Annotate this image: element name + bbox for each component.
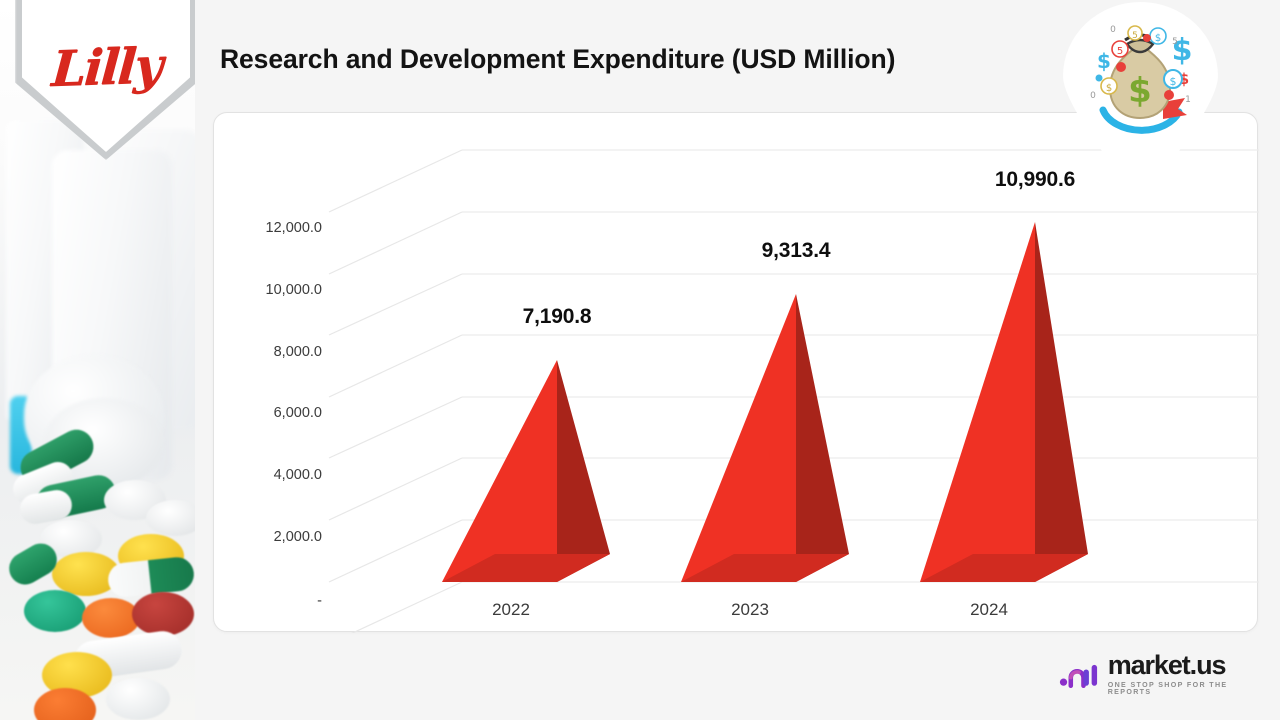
x-tick-label: 2024 bbox=[970, 600, 1008, 619]
y-axis-labels: 12,000.0 10,000.0 8,000.0 6,000.0 4,000.… bbox=[214, 113, 1259, 633]
market-us-text: market.us ONE STOP SHOP FOR THE REPORTS bbox=[1107, 649, 1259, 696]
bar-value-label: 9,313.4 bbox=[761, 239, 831, 262]
red-tablet-image bbox=[132, 592, 194, 636]
chart-card: 12,000.0 10,000.0 8,000.0 6,000.0 4,000.… bbox=[213, 112, 1259, 633]
y-tick-label: 4,000.0 bbox=[273, 467, 322, 483]
y-tick-label: 10,000.0 bbox=[265, 282, 322, 298]
market-us-tagline: ONE STOP SHOP FOR THE REPORTS bbox=[1107, 680, 1228, 696]
y-tick-label: 8,000.0 bbox=[273, 344, 322, 360]
chart-gridlines bbox=[328, 149, 1259, 633]
svg-text:5: 5 bbox=[1117, 46, 1123, 57]
x-tick-label: 2023 bbox=[731, 600, 769, 619]
page-title: Research and Development Expenditure (US… bbox=[220, 44, 896, 74]
chart-bars bbox=[442, 222, 1088, 582]
svg-text:$: $ bbox=[1172, 33, 1193, 68]
bar-2022 bbox=[442, 360, 610, 582]
y-tick-label: 12,000.0 bbox=[265, 220, 322, 236]
us-suffix: .us bbox=[1189, 649, 1227, 680]
svg-text:0: 0 bbox=[1110, 25, 1116, 35]
svg-text:1: 1 bbox=[1185, 95, 1191, 105]
teal-tablet-image bbox=[24, 590, 86, 632]
bar-value-label: 7,190.8 bbox=[522, 305, 592, 328]
orange-tablet-image bbox=[34, 688, 96, 720]
white-tablet-image bbox=[146, 500, 195, 536]
market-us-bars-icon bbox=[1059, 664, 1098, 689]
money-bag-badge: $ $ $ $ 5 $ 5 $ $ 0 1 0 5 bbox=[1063, 2, 1218, 200]
money-bag-pin-icon: $ $ $ $ 5 $ 5 $ $ 0 1 0 5 bbox=[1090, 25, 1193, 134]
svg-text:$: $ bbox=[1128, 71, 1152, 111]
y-tick-label: 6,000.0 bbox=[273, 405, 322, 421]
market-us-wordmark: market.us bbox=[1107, 649, 1259, 680]
x-axis-labels: 2022 2023 2024 bbox=[214, 113, 1259, 633]
market-us-logo: market.us ONE STOP SHOP FOR THE REPORTS bbox=[1059, 650, 1259, 698]
x-tick-label: 2022 bbox=[492, 600, 530, 619]
bar-2023 bbox=[681, 294, 849, 582]
lilly-wordmark: Lilly bbox=[49, 36, 163, 98]
bar-value-label: 10,990.6 bbox=[994, 168, 1076, 191]
svg-text:$: $ bbox=[1179, 70, 1189, 88]
y-tick-label: - bbox=[317, 593, 322, 609]
svg-text:5: 5 bbox=[1132, 31, 1138, 41]
market-word: market bbox=[1107, 649, 1191, 680]
pharma-photo-sidebar: Lilly bbox=[0, 0, 195, 720]
svg-text:$: $ bbox=[1097, 49, 1111, 73]
y-tick-label: 2,000.0 bbox=[273, 529, 322, 545]
white-tablet-image bbox=[106, 678, 170, 720]
orange-tablet-image bbox=[82, 598, 140, 638]
svg-text:0: 0 bbox=[1090, 91, 1096, 101]
svg-text:$: $ bbox=[1155, 33, 1161, 44]
chart-plot-area: 12,000.0 10,000.0 8,000.0 6,000.0 4,000.… bbox=[214, 113, 1259, 633]
svg-text:$: $ bbox=[1106, 83, 1112, 94]
svg-text:5: 5 bbox=[1172, 37, 1178, 47]
bar-2024 bbox=[920, 222, 1088, 582]
svg-text:$: $ bbox=[1170, 75, 1177, 88]
